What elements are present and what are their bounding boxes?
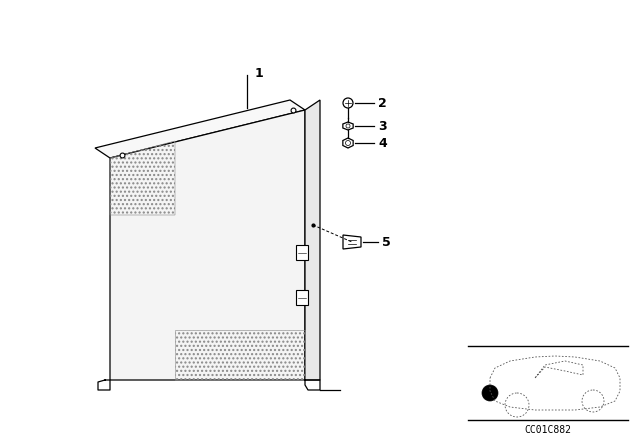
- Polygon shape: [343, 138, 353, 148]
- Circle shape: [482, 385, 498, 401]
- Text: CC01C882: CC01C882: [525, 425, 572, 435]
- Text: 2: 2: [378, 96, 387, 109]
- Circle shape: [343, 98, 353, 108]
- Polygon shape: [305, 100, 320, 380]
- Polygon shape: [343, 235, 361, 249]
- Polygon shape: [95, 100, 305, 158]
- Text: 3: 3: [378, 120, 387, 133]
- Text: 4: 4: [378, 137, 387, 150]
- Polygon shape: [296, 290, 308, 305]
- Text: 1: 1: [255, 66, 264, 79]
- Polygon shape: [296, 245, 308, 260]
- Text: 5: 5: [382, 236, 391, 249]
- Polygon shape: [343, 122, 353, 130]
- Polygon shape: [110, 110, 305, 380]
